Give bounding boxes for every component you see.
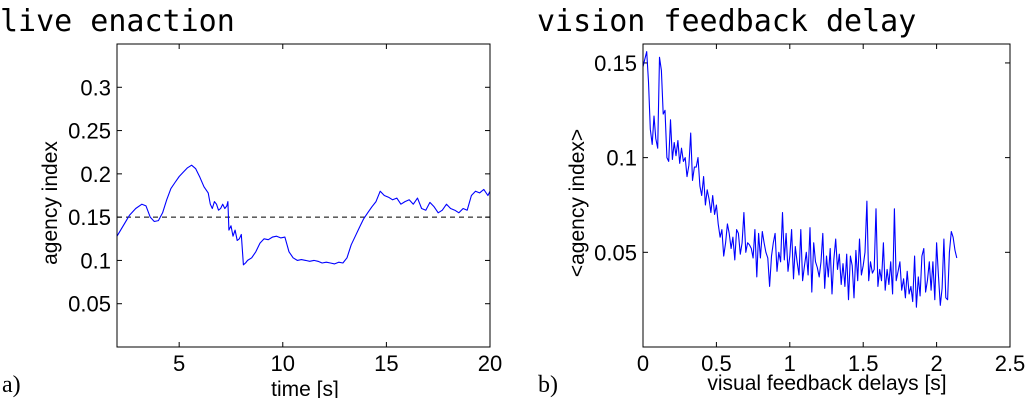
chart-a-xtick-label: 5: [173, 351, 185, 376]
chart-a-frame: [116, 43, 491, 348]
chart-b-xlabel: visual feedback delays [s]: [707, 372, 946, 395]
chart-b-frame: [642, 43, 1011, 348]
chart-a-ylabel: agency index: [39, 141, 62, 265]
chart-a-ytick-label: 0.25: [68, 119, 111, 144]
chart-b-xtick-label: 2.5: [995, 351, 1026, 376]
chart-b-xtick-label: 0.5: [701, 351, 732, 376]
chart-b: vision feedback delay 0 0.5 1 1.5 2 2.5 0.05 0.…: [537, 4, 1025, 398]
chart-b-ytick-label: 0.15: [594, 51, 637, 76]
chart-b-plot-area: 0 0.5 1 1.5 2 2.5 0.05 0.1 0.15: [594, 43, 1026, 376]
chart-a-ytick-label: 0.05: [68, 292, 111, 317]
chart-a-series-line: [116, 164, 491, 266]
chart-b-xtick-label: 0: [637, 351, 649, 376]
chart-b-series-line: [642, 51, 958, 308]
chart-b-xtick-label: 2: [930, 351, 942, 376]
chart-b-ytick-label: 0.1: [606, 146, 637, 171]
chart-a-panel-label: a): [2, 372, 21, 398]
chart-a-ytick-label: 0.1: [80, 248, 111, 273]
chart-a-ytick-label: 0.15: [68, 205, 111, 230]
chart-b-ylabel: <agency index>: [566, 129, 589, 277]
chart-a-ytick-label: 0.3: [80, 75, 111, 100]
chart-b-xtick-label: 1.5: [848, 351, 879, 376]
chart-a-plot-area: 5 10 15 20 0.05 0.1 0.15 0.2 0.25 0.3: [68, 43, 502, 376]
chart-a-ytick-label: 0.2: [80, 162, 111, 187]
chart-b-ytick-label: 0.05: [594, 240, 637, 265]
chart-a-xtick-label: 20: [478, 351, 502, 376]
chart-a: live enaction 5 10 15 20 0.05 0.1 0.15 0.2 0.25 0…: [0, 4, 502, 398]
chart-a-xtick-label: 15: [374, 351, 398, 376]
chart-a-xlabel: time [s]: [271, 378, 339, 398]
chart-b-panel-label: b): [538, 372, 558, 398]
chart-b-xtick-label: 1: [784, 351, 796, 376]
chart-a-xtick-label: 10: [271, 351, 295, 376]
chart-a-title: live enaction: [0, 4, 235, 39]
chart-b-title: vision feedback delay: [537, 4, 916, 39]
